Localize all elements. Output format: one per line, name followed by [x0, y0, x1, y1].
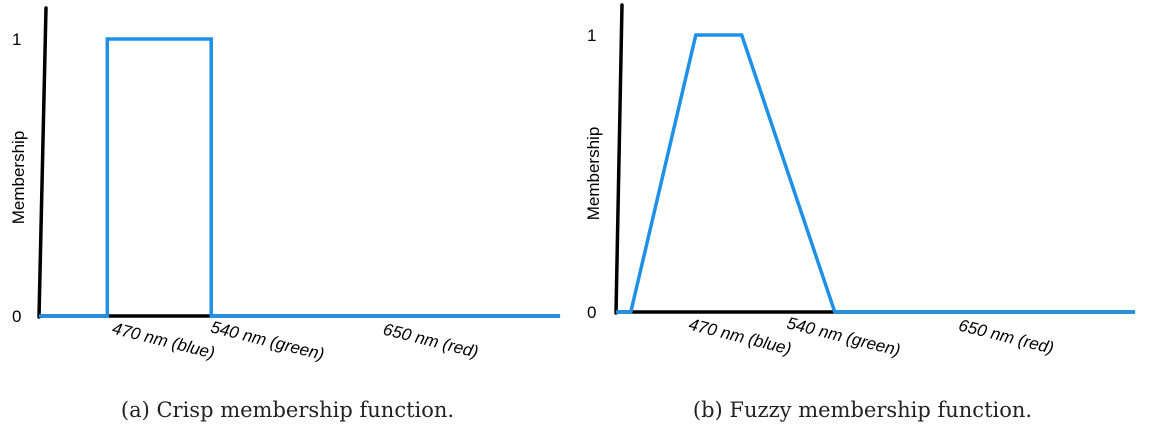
fuzzy-series-point-1: [630, 311, 632, 313]
fuzzy-y-tick-label-1: 1: [587, 26, 596, 45]
crisp-x-tick-label-540: 540 nm (green): [209, 317, 326, 364]
crisp-x-tick-label-650: 650 nm (red): [381, 320, 480, 362]
crisp-series-point-5: [559, 315, 561, 317]
fuzzy-series-point-3: [741, 34, 743, 36]
crisp-x-tick-label-470: 470 nm (blue): [110, 319, 216, 363]
crisp-y-axis-label: Membership: [9, 131, 28, 225]
fuzzy-series-point-5: [1134, 311, 1136, 313]
fuzzy-series-line-0: [616, 33, 1135, 314]
fuzzy-x-tick-label-470: 470 nm (blue): [687, 315, 793, 359]
fuzzy-series-point-4: [834, 311, 836, 313]
fuzzy-series-point-0: [615, 311, 617, 313]
chart-fuzzy: 0 1 Membership 470 nm (blue)540 nm (green) 6…: [584, 3, 1136, 360]
crisp-y-tick-label-0: 0: [12, 307, 21, 326]
crisp-series-line-0: [39, 37, 560, 318]
fuzzy-y-axis: [614, 3, 624, 315]
fuzzy-x-tick-label-650: 650 nm (red): [957, 316, 1056, 358]
caption-crisp: (a) Crisp membership function.: [120, 398, 455, 422]
crisp-series-point-0: [38, 315, 40, 317]
crisp-series-point-3: [210, 38, 212, 40]
fuzzy-y-tick-label-0: 0: [587, 303, 596, 322]
fuzzy-x-tick-label-540: 540 nm (green): [785, 313, 902, 360]
crisp-series-point-1: [106, 315, 108, 317]
fuzzy-y-axis-label: Membership: [584, 127, 603, 221]
panel-fuzzy: 0 1 Membership 470 nm (blue) 540 nm (green) 6…: [575, 0, 1150, 440]
crisp-series-point-4: [210, 315, 212, 317]
crisp-y-tick-label-1: 1: [12, 30, 21, 49]
crisp-y-axis: [37, 6, 48, 319]
crisp-series-point-2: [106, 38, 108, 40]
panel-crisp: 0 1 Membership 470 nm (blue) 540 nm (green) 6…: [9, 6, 561, 422]
chart-crisp: 0 1 Membership 470 nm (blue)540 nm (green) 6…: [9, 6, 561, 364]
caption-fuzzy: (b) Fuzzy membership function.: [692, 398, 1033, 422]
fuzzy-series-point-2: [695, 34, 697, 36]
